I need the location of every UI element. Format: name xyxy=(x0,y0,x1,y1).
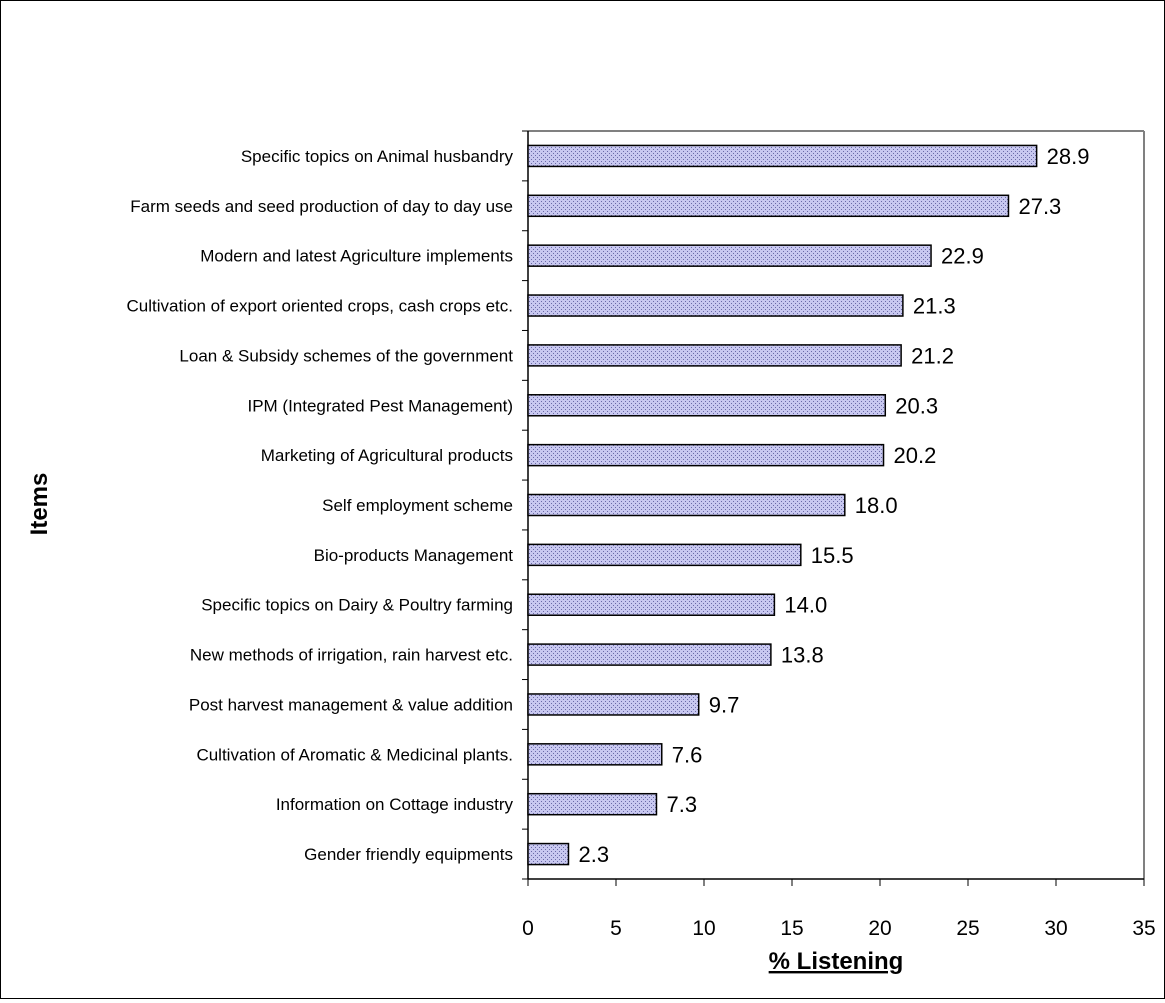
x-axis: 0 5 10 15 20 25 30 35 xyxy=(522,878,1156,940)
category-label: Information on Cottage industry xyxy=(276,795,514,814)
category-label: Loan & Subsidy schemes of the government xyxy=(179,346,513,365)
data-label: 2.3 xyxy=(578,842,609,867)
category-label: Bio-products Management xyxy=(314,546,514,565)
category-label: Specific topics on Animal husbandry xyxy=(241,147,514,166)
data-labels: 28.9 27.3 22.9 21.3 21.2 20.3 20.2 18.015.5 14.0… xyxy=(578,144,1089,867)
category-labels: Specific topics on Animal husbandry Farm … xyxy=(127,147,514,864)
y-axis-title: Items xyxy=(26,473,53,536)
bar xyxy=(527,842,570,866)
bar xyxy=(527,792,658,816)
bar xyxy=(527,493,846,517)
data-label: 27.3 xyxy=(1018,194,1061,219)
data-label: 9.7 xyxy=(709,692,740,717)
bar xyxy=(527,344,902,367)
category-label: Gender friendly equipments xyxy=(304,845,513,864)
data-label: 15.5 xyxy=(811,543,854,568)
category-label: New methods of irrigation, rain harvest … xyxy=(190,646,513,665)
bar xyxy=(527,643,772,666)
x-tick-label: 0 xyxy=(522,917,534,940)
bar xyxy=(527,144,1038,168)
bar xyxy=(527,244,932,267)
bar xyxy=(527,443,885,467)
x-axis-title: % Listening xyxy=(769,948,904,975)
bar xyxy=(527,543,802,567)
bar xyxy=(527,194,1010,218)
category-label: Modern and latest Agriculture implements xyxy=(200,247,513,266)
data-label: 21.2 xyxy=(911,343,954,368)
category-label: Self employment scheme xyxy=(322,496,513,515)
category-label: Post harvest management & value addition xyxy=(189,695,513,714)
data-label: 7.6 xyxy=(672,742,703,767)
category-label: IPM (Integrated Pest Management) xyxy=(247,396,513,415)
category-label: Specific topics on Dairy & Poultry farmi… xyxy=(201,596,513,615)
data-label: 22.9 xyxy=(941,244,984,269)
category-label: Cultivation of Aromatic & Medicinal plan… xyxy=(196,745,513,764)
bar xyxy=(527,394,887,417)
data-label: 21.3 xyxy=(913,294,956,319)
bars xyxy=(527,144,1038,866)
x-tick-label: 35 xyxy=(1132,917,1155,940)
data-label: 18.0 xyxy=(855,493,898,518)
bar xyxy=(527,593,776,616)
category-label: Marketing of Agricultural products xyxy=(261,446,513,465)
data-label: 20.2 xyxy=(894,443,937,468)
data-label: 14.0 xyxy=(784,593,827,618)
x-tick-label: 25 xyxy=(956,917,979,940)
bar xyxy=(527,743,663,766)
data-label: 7.3 xyxy=(666,792,697,817)
x-tick-label: 20 xyxy=(868,917,891,940)
bar xyxy=(527,294,904,317)
data-label: 13.8 xyxy=(781,643,824,668)
x-tick-label: 5 xyxy=(610,917,622,940)
category-label: Farm seeds and seed production of day to… xyxy=(130,197,513,216)
data-label: 28.9 xyxy=(1047,144,1090,169)
data-label: 20.3 xyxy=(895,393,938,418)
x-tick-label: 15 xyxy=(780,917,803,940)
x-tick-label: 30 xyxy=(1044,917,1067,940)
x-tick-label: 10 xyxy=(692,917,715,940)
bar xyxy=(527,693,700,716)
category-label: Cultivation of export oriented crops, ca… xyxy=(127,297,513,316)
